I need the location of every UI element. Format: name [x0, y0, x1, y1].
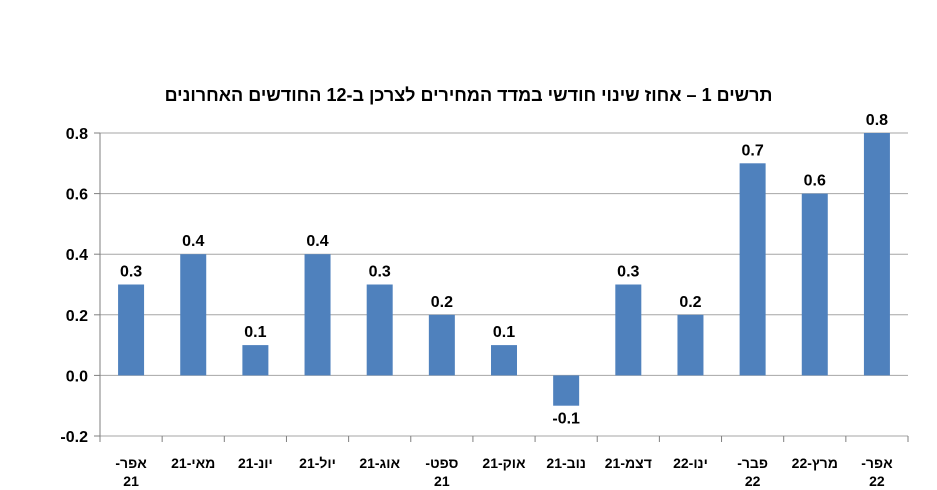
chart-title: תרשים 1 – אחוז שינוי חודשי במדד המחירים … [164, 85, 773, 105]
data-label: 0.2 [679, 294, 701, 311]
category-label: 21 [123, 473, 139, 489]
category-labels: אפר- 21 מאי-21 יונ-21 יול-21 אוג-21 ספט- 21 אוק-… [115, 455, 893, 489]
data-label: 0.1 [493, 324, 515, 341]
bar [677, 314, 704, 376]
data-label: 0.8 [866, 112, 888, 129]
bar [491, 345, 517, 376]
category-label: יונ-21 [238, 455, 273, 471]
category-label: 21 [434, 473, 450, 489]
y-tick-label: 0.2 [66, 308, 88, 325]
y-tick-label: 0.6 [66, 187, 88, 204]
category-label: ינו-22 [673, 455, 708, 471]
category-label: פבר- [737, 455, 768, 471]
gridlines [100, 132, 908, 437]
bar [863, 133, 890, 376]
bar [739, 163, 766, 376]
bar [118, 284, 145, 376]
data-labels: 0.3 0.4 0.1 0.4 0.3 0.2 0.1 -0.1 0.3 0.2 0.7 0.6 0.8 [120, 112, 888, 428]
data-label: 0.2 [431, 294, 453, 311]
bar [242, 345, 269, 376]
data-label: 0.3 [369, 264, 391, 281]
category-label: 22 [745, 473, 761, 489]
category-label: אוק-21 [482, 455, 526, 471]
y-tick-labels: 0.8 0.6 0.4 0.2 0.0 -0.2 [60, 126, 88, 446]
bar [801, 193, 828, 376]
y-tick-label: -0.2 [60, 429, 88, 446]
bar [615, 284, 642, 376]
bar [366, 284, 393, 376]
category-label: יול-21 [299, 455, 336, 471]
category-label: אפר- [861, 455, 893, 471]
data-label: 0.4 [306, 233, 328, 250]
bars [118, 133, 890, 406]
y-tick-label: 0.8 [66, 126, 88, 143]
category-label: אוג-21 [359, 455, 400, 471]
category-label: נוב-21 [546, 455, 585, 471]
data-label: 0.1 [244, 324, 266, 341]
y-tick-label: 0.0 [66, 368, 88, 385]
data-label: -0.1 [552, 411, 580, 428]
axes [94, 132, 909, 442]
bar [304, 254, 331, 376]
data-label: 0.6 [804, 173, 826, 190]
bar [553, 375, 580, 406]
y-tick-label: 0.4 [66, 247, 88, 264]
category-label: ספט- [425, 455, 458, 471]
data-label: 0.3 [617, 264, 639, 281]
bar [180, 254, 207, 376]
bar [428, 314, 455, 376]
data-label: 0.4 [182, 233, 204, 250]
data-label: 0.7 [741, 142, 763, 159]
category-label: 22 [869, 473, 885, 489]
category-label: מאי-21 [171, 455, 215, 471]
category-label: מרץ-22 [792, 455, 838, 471]
category-label: אפר- [115, 455, 147, 471]
category-label: דצמ-21 [605, 455, 652, 471]
data-label: 0.3 [120, 264, 142, 281]
